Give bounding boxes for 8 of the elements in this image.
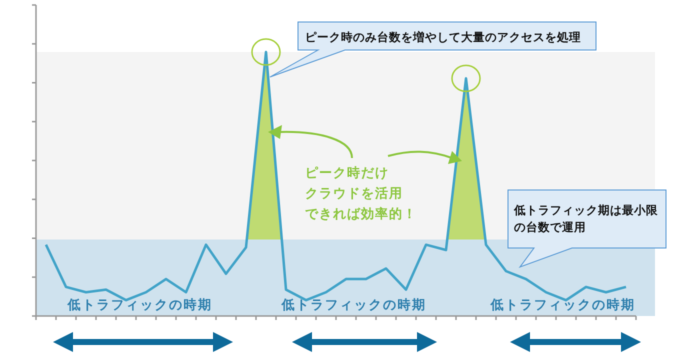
text: ピーク時のみ台数を増やして大量のアクセスを処理 [305,30,581,44]
annotation: ピーク時だけ [305,166,389,181]
annotation: 低トラフィック期は最小限の台数で運用 [513,203,659,234]
annotation: 低トラフィックの時期 [66,298,212,313]
annotation: できれば効率的！ [305,206,417,222]
annotation: 低トラフィックの時期 [280,298,426,313]
annotation: 低トラフィックの時期 [490,298,636,313]
annotation: クラウドを活用 [305,186,403,202]
